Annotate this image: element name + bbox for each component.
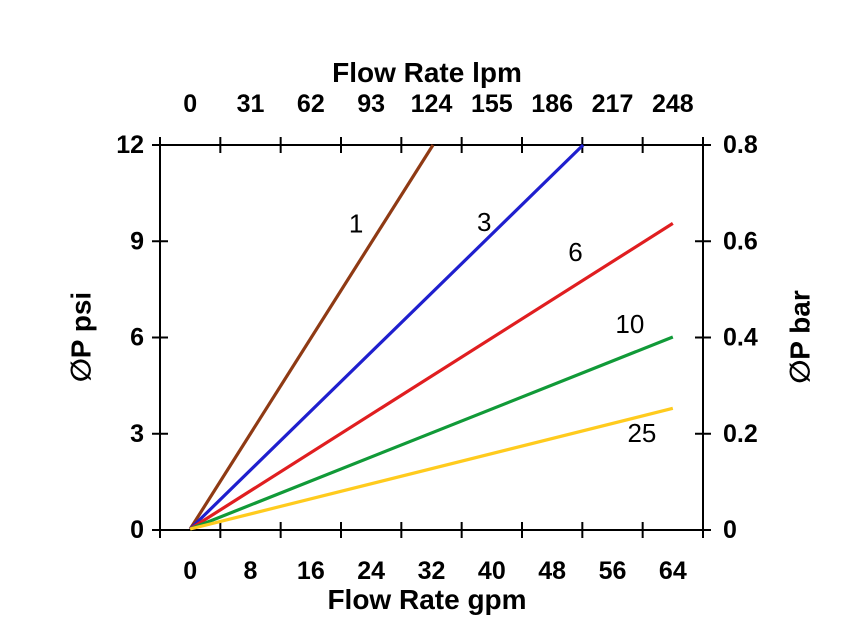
bottom-tick-label-8: 8 xyxy=(244,557,258,585)
curve-6 xyxy=(189,222,674,531)
curve-3 xyxy=(189,143,585,531)
curve-1 xyxy=(188,144,435,530)
left-tick-label-12: 12 xyxy=(116,131,144,159)
top-tick-label-217: 217 xyxy=(592,90,634,118)
right-axis-title: ∅P bar xyxy=(784,290,816,384)
top-axis-title: Flow Rate lpm xyxy=(332,57,522,88)
curve-label-3: 3 xyxy=(477,207,491,237)
right-tick-label-0.2: 0.2 xyxy=(723,420,758,448)
bottom-tick-label-16: 16 xyxy=(297,557,325,585)
right-tick-label-0.6: 0.6 xyxy=(723,227,758,255)
bottom-tick-label-48: 48 xyxy=(538,557,566,585)
curve-label-10: 10 xyxy=(615,309,644,339)
top-tick-label-62: 62 xyxy=(297,90,325,118)
bottom-tick-label-0: 0 xyxy=(183,557,197,585)
left-tick-label-9: 9 xyxy=(130,227,144,255)
curve-label-1: 1 xyxy=(349,208,363,238)
bottom-tick-label-40: 40 xyxy=(478,557,506,585)
left-axis-title: ∅P psi xyxy=(65,291,97,383)
top-tick-label-0: 0 xyxy=(183,90,197,118)
top-tick-label-248: 248 xyxy=(652,90,694,118)
curve-label-25: 25 xyxy=(627,418,656,448)
top-tick-label-93: 93 xyxy=(357,90,385,118)
top-tick-label-124: 124 xyxy=(411,90,453,118)
top-tick-label-31: 31 xyxy=(237,90,265,118)
right-tick-label-0: 0 xyxy=(723,516,737,544)
curve-25 xyxy=(189,406,674,531)
bottom-tick-label-64: 64 xyxy=(659,557,687,585)
right-tick-label-0.8: 0.8 xyxy=(723,131,758,159)
left-tick-label-3: 3 xyxy=(130,420,144,448)
top-tick-label-186: 186 xyxy=(531,90,573,118)
bottom-tick-label-32: 32 xyxy=(418,557,446,585)
curve-10 xyxy=(189,335,674,531)
left-tick-label-0: 0 xyxy=(130,516,144,544)
top-tick-label-155: 155 xyxy=(471,90,513,118)
right-tick-label-0.4: 0.4 xyxy=(723,324,758,352)
bottom-tick-label-24: 24 xyxy=(357,557,385,585)
bottom-axis-title: Flow Rate gpm xyxy=(327,584,527,615)
bottom-tick-label-56: 56 xyxy=(599,557,627,585)
curve-label-6: 6 xyxy=(568,237,582,267)
left-tick-label-6: 6 xyxy=(130,324,144,352)
